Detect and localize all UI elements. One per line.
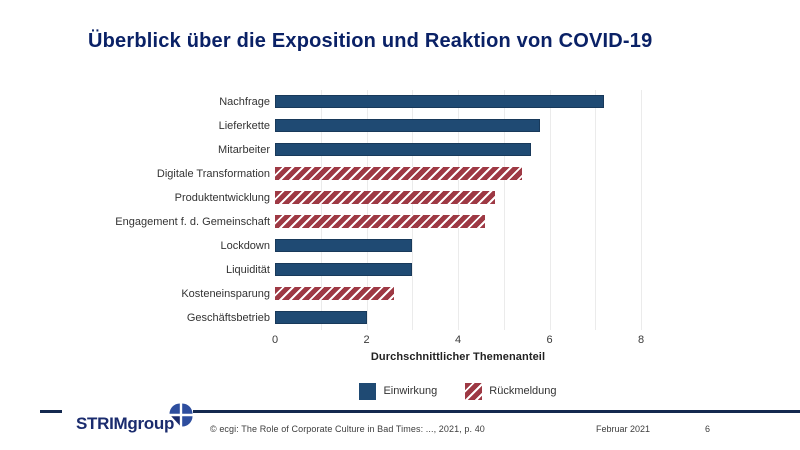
x-tick-label: 2 [363, 334, 370, 346]
bar-row [275, 138, 641, 162]
bar [275, 191, 495, 204]
legend-item: Einwirkung [359, 382, 438, 400]
category-axis: Nachfrage Lieferkette Mitarbeiter Digitale … [55, 90, 270, 330]
gridline [503, 90, 505, 330]
bar [275, 119, 541, 132]
bar-row [275, 234, 641, 258]
category-label: Mitarbeiter [218, 144, 270, 156]
bar-row [275, 282, 641, 306]
gridline [412, 90, 414, 330]
bar [275, 263, 413, 276]
chart-legend: Einwirkung Rückmeldung [275, 380, 641, 402]
bar [275, 311, 367, 324]
category-label: Produktentwicklung [174, 192, 270, 204]
legend-swatch-icon [359, 382, 377, 400]
category-label: Lockdown [220, 240, 270, 252]
bar-series [275, 90, 641, 330]
bar-row [275, 306, 641, 330]
bar-row [275, 258, 641, 282]
bar-chart-plot-area [275, 90, 642, 330]
bar [275, 143, 532, 156]
logo-text-group: group [127, 414, 175, 433]
category-label: Digitale Transformation [156, 168, 270, 180]
bar-row [275, 114, 641, 138]
category-label: Lieferkette [218, 120, 270, 132]
x-tick-label: 6 [546, 334, 553, 346]
x-axis-label: Durchschnittlicher Themenanteil [370, 351, 546, 363]
category-label: Nachfrage [219, 96, 270, 108]
gridline [458, 90, 459, 330]
bar [275, 167, 523, 180]
category-label: Liquidität [225, 264, 270, 276]
strimgroup-logo: STRIMgroup [76, 403, 193, 436]
legend-item: Rückmeldung [465, 382, 557, 400]
category-label: Engagement f. d. Gemeinschaft [115, 216, 270, 228]
bar [275, 95, 605, 108]
gridline [320, 90, 322, 330]
logo-text-strim: STRIM [76, 414, 128, 433]
footer-page-number: 6 [705, 424, 711, 434]
bar [275, 239, 413, 252]
logo-text: STRIMgroup [76, 414, 174, 433]
legend-label: Einwirkung [383, 385, 438, 397]
bar [275, 287, 394, 300]
legend-swatch-icon [465, 382, 483, 400]
bar-row [275, 90, 641, 114]
x-tick-label: 8 [637, 334, 645, 346]
bar [275, 215, 486, 228]
slide-title: Überblick über die Exposition und Reakti… [88, 30, 653, 52]
bar-row [275, 162, 641, 186]
gridline [549, 90, 551, 330]
x-tick-label: 4 [454, 334, 462, 346]
legend-label: Rückmeldung [489, 385, 557, 397]
footer-date: Februar 2021 [596, 424, 651, 434]
footer-divider-left [40, 410, 62, 413]
category-label: Kosteneinsparung [181, 288, 270, 300]
category-label: Geschäftsbetrieb [186, 312, 270, 324]
bar-row [275, 186, 641, 210]
x-axis-ticks: 0 2 4 6 8 [271, 334, 645, 348]
gridline [641, 90, 642, 330]
quartered-circle-logo-icon [169, 403, 193, 427]
gridline [595, 90, 597, 330]
footer-divider-right [193, 410, 800, 413]
x-tick-label: 0 [271, 334, 279, 346]
gridline [366, 90, 368, 330]
bar-row [275, 210, 641, 234]
footer-citation: © ecgi: The Role of Corporate Culture in… [210, 424, 485, 434]
